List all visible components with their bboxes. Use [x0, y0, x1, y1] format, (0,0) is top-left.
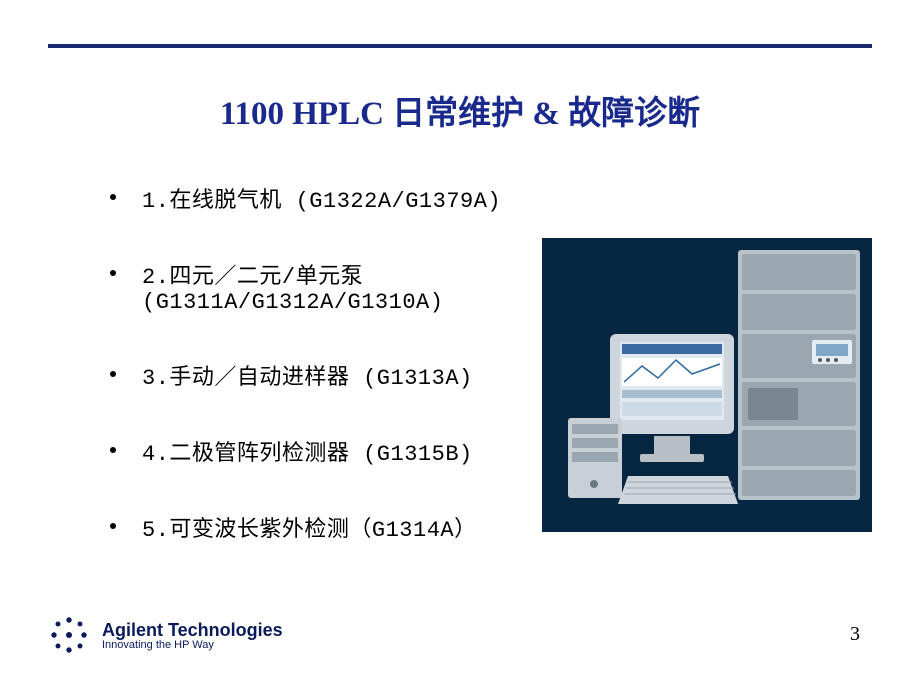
equipment-image — [542, 238, 872, 532]
footer: Agilent Technologies Innovating the HP W… — [48, 614, 283, 656]
company-block: Agilent Technologies Innovating the HP W… — [102, 620, 283, 651]
bullet-icon — [110, 371, 116, 377]
company-name: Agilent Technologies — [102, 620, 283, 641]
slide-title: 1100 HPLC 日常维护 & 故障诊断 — [0, 86, 920, 134]
list-item: 1.在线脱气机 (G1322A/G1379A) — [110, 182, 650, 214]
top-divider — [48, 44, 872, 48]
bullet-icon — [110, 447, 116, 453]
page-number: 3 — [850, 623, 860, 646]
bullet-text: 3.手动／自动进样器 (G1313A) — [142, 359, 473, 391]
bullet-icon — [110, 523, 116, 529]
bullet-text: 5.可变波长紫外检测（G1314A） — [142, 511, 477, 543]
bullet-icon — [110, 194, 116, 200]
bullet-text: 4.二极管阵列检测器 (G1315B) — [142, 435, 473, 467]
agilent-logo-icon — [48, 614, 90, 656]
bullet-icon — [110, 270, 116, 276]
bullet-text: 1.在线脱气机 (G1322A/G1379A) — [142, 182, 501, 214]
